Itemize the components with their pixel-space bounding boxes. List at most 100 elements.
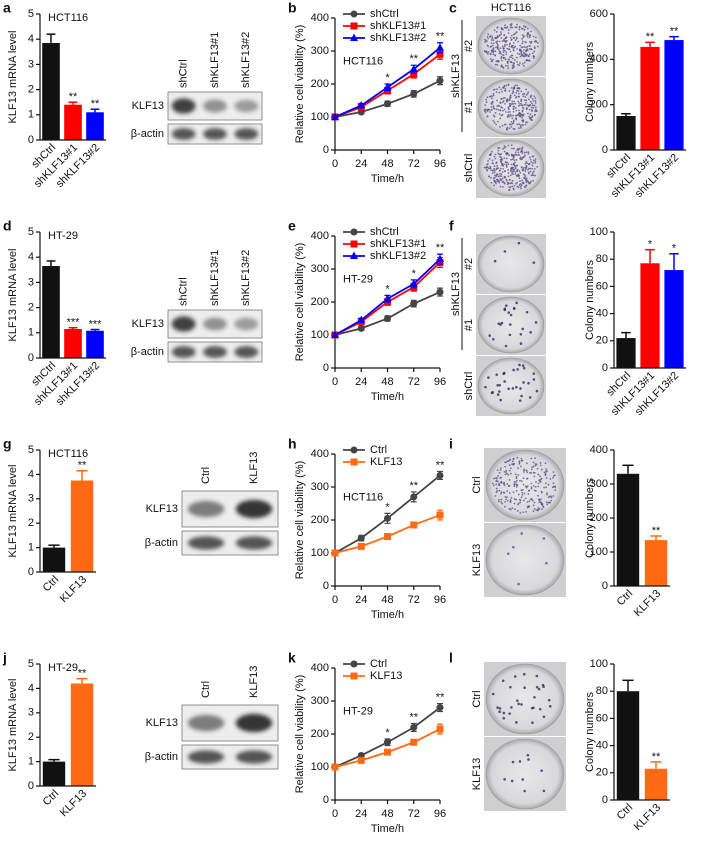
y-tick-label: 5 [28, 8, 34, 20]
significance: *** [89, 318, 103, 330]
colony-dot [513, 498, 516, 500]
point [410, 738, 418, 746]
blot-band [234, 99, 259, 113]
y-tick-label: 200 [311, 514, 329, 526]
blot-band [203, 99, 227, 113]
colony-dot [545, 561, 548, 565]
colony-dot [510, 779, 514, 783]
y-tick-label: 3 [28, 493, 34, 505]
legend-marker [350, 251, 358, 259]
y-tick-label: 100 [590, 226, 608, 238]
colony-dot [518, 53, 521, 56]
colony-dot [523, 46, 526, 48]
colony-dot [520, 150, 523, 152]
colony-dot [519, 387, 522, 390]
panel-letter: g [3, 436, 12, 452]
colony-dot [487, 33, 490, 36]
colony-dot [529, 170, 532, 173]
colony-dot [491, 37, 494, 40]
significance: ** [69, 91, 78, 103]
colony-dot [487, 376, 490, 379]
blot-row-label: KLF13 [132, 318, 164, 330]
colony-dot [517, 241, 521, 245]
colony-dot [515, 36, 518, 39]
x-tick-label: Ctrl [41, 788, 62, 809]
colony-dot [537, 494, 539, 497]
colony-dot [500, 498, 503, 501]
colony-dot [523, 65, 525, 67]
colony-dot [534, 161, 537, 164]
colony-dot [534, 47, 536, 50]
colony-dot [514, 114, 517, 117]
colony-label: KLF13 [471, 758, 483, 790]
colony-dot [505, 179, 508, 182]
y-tick-label: 0 [323, 144, 329, 156]
bar [616, 473, 640, 586]
x-axis-label: Time/h [371, 609, 404, 621]
colony-dot [521, 120, 524, 123]
colony-dot [504, 344, 508, 348]
colony-dot [508, 178, 511, 181]
colony-dot [509, 174, 512, 177]
colony-dot [523, 469, 525, 472]
colony-dot [503, 45, 506, 48]
colony-dot [520, 480, 523, 483]
colony-dot [516, 123, 519, 126]
colony-dot [539, 475, 541, 478]
colony-dot [498, 489, 501, 492]
colony-dot [521, 778, 525, 781]
colony-dot [501, 164, 503, 167]
colony-dot [507, 111, 510, 114]
colony-dot [496, 469, 499, 472]
colony-dot [504, 505, 506, 508]
point [410, 521, 418, 529]
colony-dot [520, 51, 523, 53]
colony-dot [514, 153, 517, 156]
colony-label: #2 [463, 258, 475, 270]
colony-dot [528, 396, 532, 399]
x-tick-label: 24 [355, 594, 367, 606]
colony-dot [534, 36, 537, 39]
colony-dot [528, 167, 530, 170]
colony-dot [529, 158, 532, 161]
colony-dot [536, 45, 539, 48]
colony-dot [525, 485, 528, 488]
colony-dot [525, 181, 528, 183]
x-tick-label: 48 [381, 158, 393, 170]
colony-dot [504, 102, 506, 105]
colony-dot [495, 373, 498, 376]
colony-dot [512, 107, 515, 110]
colony-dot [502, 51, 505, 54]
colony-dot [492, 39, 495, 41]
colony-dot [518, 104, 521, 107]
colony-dot [497, 120, 499, 123]
colony-dot [499, 125, 501, 128]
colony-dot [527, 758, 530, 761]
x-tick-label: KLF13 [58, 574, 89, 605]
colony-dot [517, 100, 520, 103]
colony-dot [530, 497, 533, 500]
colony-dot [532, 179, 534, 182]
colony-dot [508, 115, 511, 118]
colony-dot [530, 42, 532, 44]
colony-dot [514, 473, 517, 476]
y-tick-label: 80 [596, 253, 608, 265]
colony-dot [500, 153, 502, 155]
colony-dot [492, 42, 495, 45]
colony-dot [518, 363, 521, 367]
colony-dot [512, 122, 515, 125]
colony-dot [503, 307, 507, 311]
colony-dot [519, 147, 521, 150]
legend-label: KLF13 [370, 670, 402, 682]
colony-dot [520, 457, 523, 460]
y-tick-label: 400 [311, 230, 329, 242]
colony-dot [521, 179, 524, 182]
y-axis-label: Colony numbers [584, 259, 596, 340]
colony-dot [486, 115, 489, 118]
colony-dot [521, 169, 524, 172]
colony-dot [543, 486, 545, 489]
colony-dot [526, 36, 529, 38]
point [383, 294, 392, 302]
colony-dot [515, 721, 518, 724]
colony-dot [530, 180, 532, 183]
